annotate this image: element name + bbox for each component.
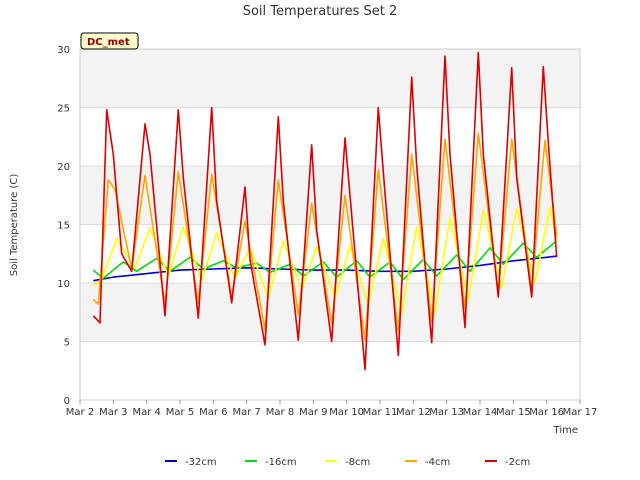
x-tick-label: Mar 17 [563, 407, 598, 418]
x-tick-label: Mar 15 [496, 407, 531, 418]
series-line-minus8cm [92, 206, 558, 315]
legend-label: -4cm [425, 457, 450, 468]
chart-title: Soil Temperatures Set 2 [243, 4, 398, 19]
x-tick-label: Mar 16 [529, 407, 564, 418]
y-axis-label: Soil Temperature (C) [9, 174, 20, 277]
legend-label: -32cm [185, 457, 217, 468]
plot-band [80, 107, 580, 166]
x-tick-label: Mar 10 [329, 407, 364, 418]
x-tick-label: Mar 11 [363, 407, 398, 418]
plot-background [80, 49, 580, 400]
svg-text:DC_met: DC_met [87, 37, 130, 48]
series-line-minus4cm [92, 132, 558, 342]
x-tick-label: Mar 4 [132, 407, 160, 418]
x-tick-label: Mar 6 [199, 407, 227, 418]
plot-band [80, 341, 580, 400]
y-tick-label: 25 [57, 104, 70, 115]
y-tick-label: 0 [64, 396, 70, 407]
plot-band [80, 49, 580, 108]
x-tick-label: Mar 14 [463, 407, 498, 418]
legend: -32cm -16cm -8cm -4cm -2cm [165, 457, 530, 468]
y-tick-label: 20 [57, 162, 70, 173]
x-tick-label: Mar 3 [99, 407, 127, 418]
x-tick-label: Mar 12 [396, 407, 431, 418]
dc-met-badge: DC_met [80, 32, 139, 50]
x-tick-label: Mar 8 [266, 407, 294, 418]
series-layer [92, 51, 558, 371]
x-tick-label: Mar 2 [66, 407, 94, 418]
y-tick-label: 30 [57, 45, 70, 56]
x-tick-label: Mar 7 [232, 407, 260, 418]
y-tick-label: 10 [57, 279, 70, 290]
y-tick-label: 5 [64, 338, 70, 349]
plot-frame [79, 48, 581, 401]
plot-band [80, 166, 580, 225]
x-axis-label: Time [553, 425, 578, 436]
legend-label: -8cm [345, 457, 370, 468]
series-line-minus2cm [92, 51, 558, 371]
x-tick-label: Mar 5 [166, 407, 194, 418]
x-tick-label: Mar 13 [429, 407, 464, 418]
legend-label: -16cm [265, 457, 297, 468]
y-tick-label: 15 [57, 221, 70, 232]
y-axis-ticks: 0 5 10 15 20 25 30 [57, 45, 70, 407]
x-axis-ticks: Mar 2 Mar 3 Mar 4 Mar 5 Mar 6 Mar 7 Mar 8 Mar 9… [66, 400, 598, 418]
legend-label: -2cm [505, 457, 530, 468]
x-tick-label: Mar 9 [299, 407, 327, 418]
